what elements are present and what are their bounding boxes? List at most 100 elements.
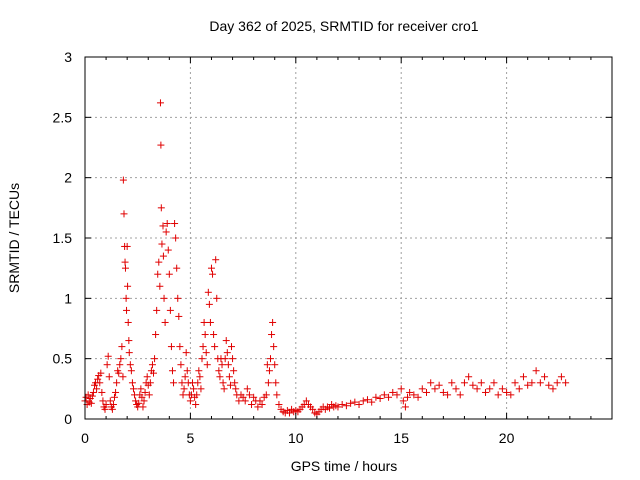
data-point <box>265 367 273 375</box>
data-point <box>235 397 243 405</box>
data-point <box>452 385 460 393</box>
data-point <box>216 373 224 381</box>
data-point <box>145 391 153 399</box>
data-point <box>129 385 137 393</box>
data-point <box>125 337 133 345</box>
data-point <box>250 393 258 401</box>
data-point <box>143 373 151 381</box>
data-point <box>121 264 129 272</box>
data-point <box>355 401 363 409</box>
data-point <box>397 385 405 393</box>
data-point <box>309 405 317 413</box>
data-point <box>199 343 207 351</box>
data-point <box>210 331 218 339</box>
data-point <box>127 367 135 375</box>
data-point <box>128 379 136 387</box>
data-point <box>431 385 439 393</box>
data-point <box>141 388 149 396</box>
data-point <box>122 294 130 302</box>
data-point <box>206 318 214 326</box>
data-point <box>232 385 240 393</box>
data-point <box>152 331 160 339</box>
data-point <box>211 343 219 351</box>
data-point <box>112 388 120 396</box>
chart-title: Day 362 of 2025, SRMTID for receiver cro… <box>209 18 478 34</box>
data-point <box>376 394 384 402</box>
data-point <box>262 391 270 399</box>
data-point <box>193 391 201 399</box>
data-point <box>96 379 104 387</box>
data-point <box>162 228 170 236</box>
data-point <box>264 379 272 387</box>
data-point <box>269 318 277 326</box>
data-point <box>515 385 523 393</box>
data-point <box>456 391 464 399</box>
data-point <box>271 361 279 369</box>
data-point <box>519 373 527 381</box>
data-point <box>469 381 477 389</box>
data-point <box>494 391 502 399</box>
data-point <box>89 388 97 396</box>
data-point <box>248 401 256 409</box>
data-point <box>124 318 132 326</box>
data-point <box>123 242 131 250</box>
data-point <box>347 399 355 407</box>
y-tick-label: 0 <box>64 411 72 427</box>
data-point <box>225 373 233 381</box>
data-point <box>465 373 473 381</box>
data-point <box>545 381 553 389</box>
data-point <box>164 246 172 254</box>
data-point <box>553 379 561 387</box>
data-point <box>444 391 452 399</box>
data-point <box>124 282 132 290</box>
x-axis-label: GPS time / hours <box>291 458 398 474</box>
data-point <box>196 373 204 381</box>
data-point <box>205 300 213 308</box>
data-point <box>119 373 127 381</box>
data-point <box>200 318 208 326</box>
data-point <box>258 401 266 409</box>
data-point <box>222 337 230 345</box>
data-point <box>126 361 134 369</box>
y-tick-label: 1 <box>64 290 72 306</box>
data-point <box>172 234 180 242</box>
x-tick-label: 5 <box>187 430 195 446</box>
data-point <box>372 393 380 401</box>
data-point <box>119 176 127 184</box>
data-point <box>393 391 401 399</box>
x-tick-label: 15 <box>393 430 409 446</box>
data-point <box>194 379 202 387</box>
data-point <box>156 99 164 107</box>
data-point <box>473 385 481 393</box>
data-point <box>275 401 283 409</box>
data-point <box>104 352 112 360</box>
x-tick-label: 10 <box>288 430 304 446</box>
data-point <box>159 222 167 230</box>
data-point <box>170 379 178 387</box>
data-point <box>256 397 264 405</box>
data-point <box>190 385 198 393</box>
y-axis-label: SRMTID / TECUs <box>6 183 22 293</box>
data-point <box>116 361 124 369</box>
data-point <box>153 306 161 314</box>
data-point <box>351 398 359 406</box>
data-point <box>165 270 173 278</box>
data-point <box>448 379 456 387</box>
data-point <box>154 270 162 278</box>
data-point <box>159 252 167 260</box>
data-point <box>215 367 223 375</box>
data-point <box>401 403 409 411</box>
data-point <box>174 294 182 302</box>
data-point <box>507 391 515 399</box>
data-point <box>150 369 158 377</box>
data-point <box>221 355 229 363</box>
data-point <box>156 282 164 290</box>
data-point <box>562 379 570 387</box>
data-point <box>113 379 121 387</box>
data-point <box>482 388 490 396</box>
data-point <box>220 385 228 393</box>
data-point <box>477 379 485 387</box>
data-point <box>87 399 95 407</box>
data-point <box>228 343 236 351</box>
data-point <box>268 331 276 339</box>
